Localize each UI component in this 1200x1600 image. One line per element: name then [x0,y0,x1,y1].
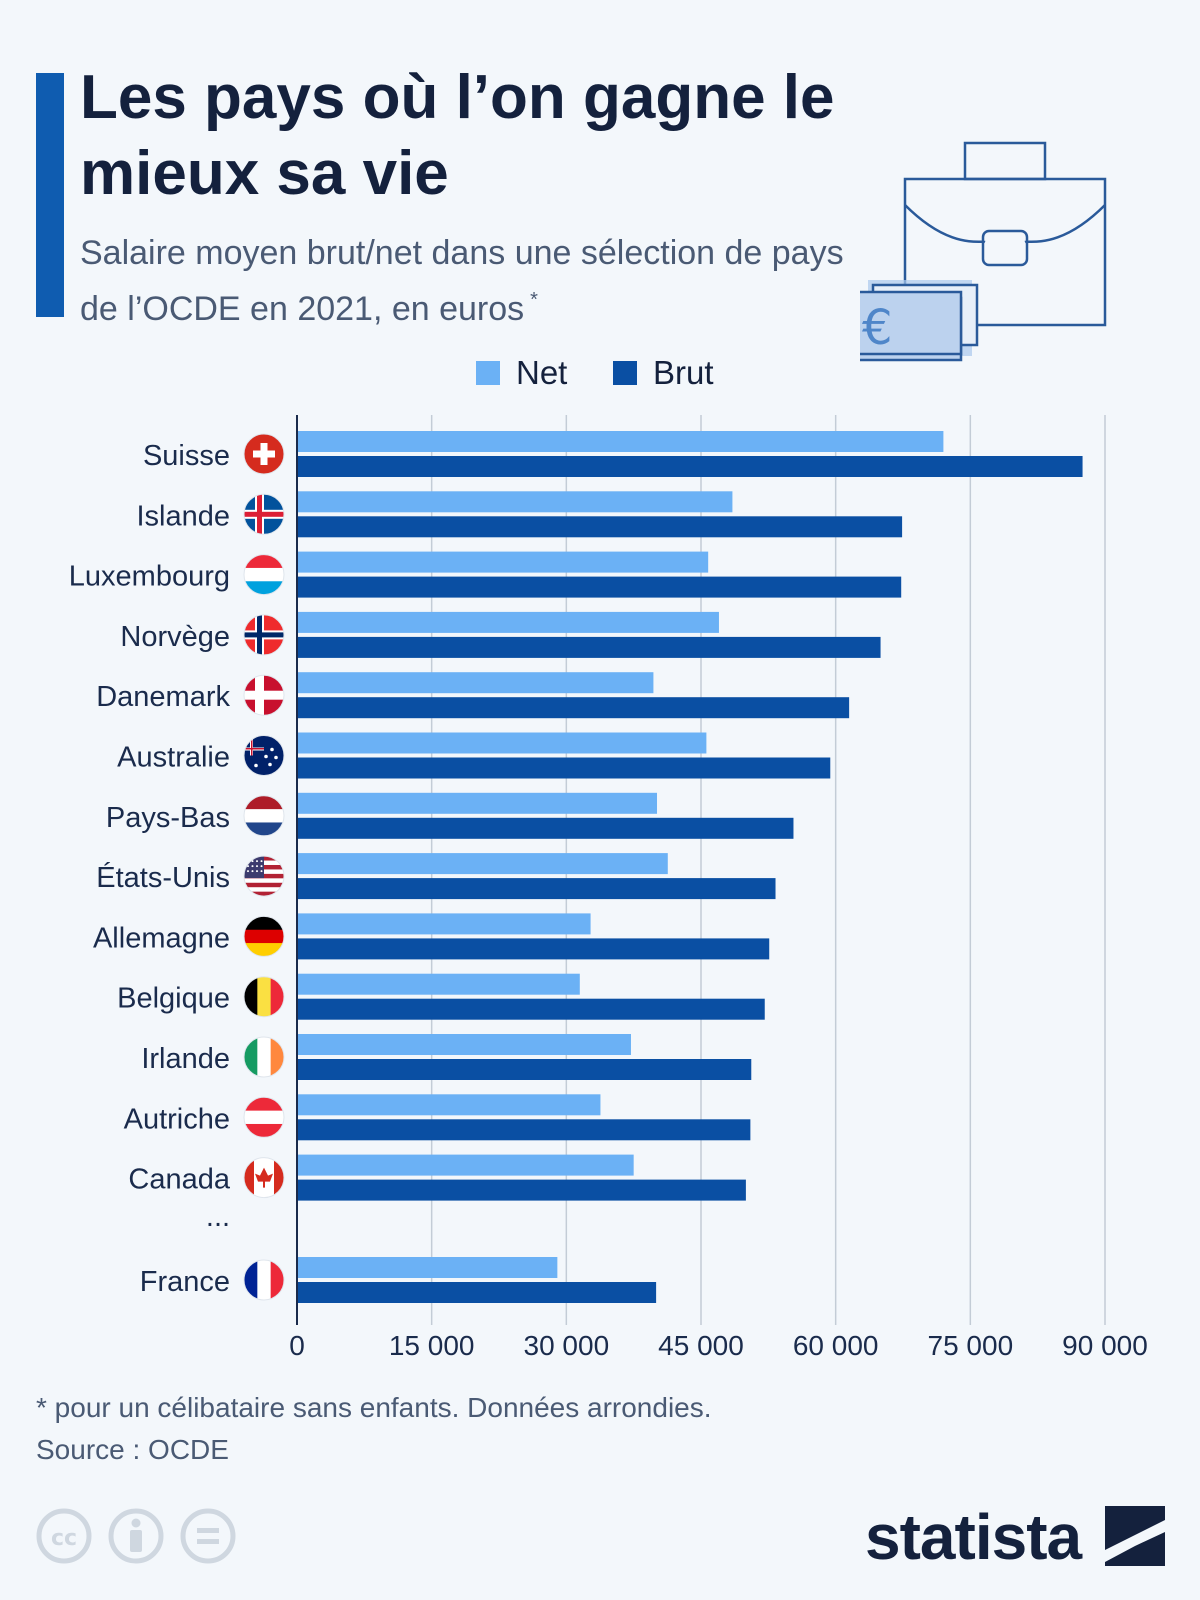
category-label: France [140,1266,230,1298]
category-label: Allemagne [93,922,230,954]
bar-brut [297,516,903,538]
luxembourg-flag [243,554,285,596]
bar-net [297,1154,634,1176]
bar-net [297,491,733,513]
bar-brut [297,1179,746,1201]
bar-brut [297,636,881,658]
bar-net [297,792,658,814]
bar-net [297,973,580,995]
switzerland-flag [243,433,285,475]
bar-net [297,853,668,875]
legend-label-net: Net [516,354,567,391]
bar-brut [297,456,1083,477]
subtitle-asterisk: * [530,289,538,311]
iceland-flag [243,493,285,535]
category-label: Belgique [117,983,230,1015]
statista-logo-text: statista [865,1501,1082,1573]
statista-logo-icon [1105,1506,1165,1566]
no-derivatives-icon [197,1528,219,1544]
x-tick-label: 60 000 [793,1330,879,1361]
bar-net [297,1034,631,1055]
australia-flag [243,735,285,776]
category-ellipsis: ... [206,1201,230,1233]
category-label: Irlande [141,1043,230,1075]
banknote-icon: € [860,280,979,362]
license-icons: cc [36,1508,236,1564]
x-tick-label: 90 000 [1062,1330,1148,1361]
svg-text:€: € [862,300,893,356]
category-label: Suisse [143,440,230,472]
bar-net [297,431,944,452]
category-label: Canada [128,1164,230,1196]
x-tick-label: 0 [289,1330,305,1361]
bar-brut [297,1119,751,1141]
bar-net [297,611,719,633]
svg-text:cc: cc [51,1526,77,1551]
category-label: Luxembourg [69,561,230,593]
x-tick-label: 75 000 [928,1330,1014,1361]
belgium-flag [243,976,285,1018]
category-label: Danemark [96,681,230,713]
category-label: Islande [136,500,230,532]
attribution-icon [130,1518,142,1552]
bar-brut [297,757,831,779]
x-tick-label: 45 000 [658,1330,744,1361]
bar-brut [297,697,850,719]
bar-net [297,913,591,935]
bar-net [297,551,709,573]
norway-flag [243,614,285,656]
category-label: Autriche [124,1103,230,1135]
legend-swatch-brut [613,361,637,385]
denmark-flag [243,674,285,716]
category-label: États-Unis [96,861,230,894]
category-label: Australie [117,742,230,774]
canada-flag [243,1157,285,1199]
subtitle-text: Salaire moyen brut/net dans une sélectio… [80,234,844,328]
bar-net [297,732,707,754]
title-accent-bar [36,73,64,317]
bar-brut [297,576,902,598]
salary-bar-chart: Net Brut 0 15 000 30 000 45 000 60 000 75 000 90… [69,354,1148,1361]
usa-flag [243,855,285,897]
bar-brut [297,998,765,1020]
chart-subtitle: Salaire moyen brut/net dans une sélectio… [80,230,880,333]
bar-brut [297,1059,752,1080]
category-label: Norvège [120,621,230,653]
category-label: Pays-Bas [106,802,230,834]
ireland-flag [243,1036,285,1078]
bar-net [297,1094,601,1116]
x-tick-label: 15 000 [389,1330,475,1361]
bar-net [297,1257,558,1278]
germany-flag [243,915,285,957]
bar-brut [297,1282,657,1303]
bar-net [297,672,654,694]
netherlands-flag [243,795,285,837]
legend-label-brut: Brut [653,354,714,391]
briefcase-money-icon: € [860,141,1107,362]
france-flag [243,1259,285,1301]
cc-icon: cc [51,1526,77,1551]
footnote-source: Source : OCDE [36,1434,229,1465]
bar-brut [297,938,770,960]
legend-swatch-net [476,361,500,385]
footnote-note: * pour un célibataire sans enfants. Donn… [36,1392,712,1423]
bar-brut [297,878,776,900]
x-tick-label: 30 000 [524,1330,610,1361]
footnote: * pour un célibataire sans enfants. Donn… [36,1387,1136,1471]
austria-flag [243,1096,285,1138]
chart-title: Les pays où l’on gagne le mieux sa vie [80,63,835,208]
bar-brut [297,817,794,839]
